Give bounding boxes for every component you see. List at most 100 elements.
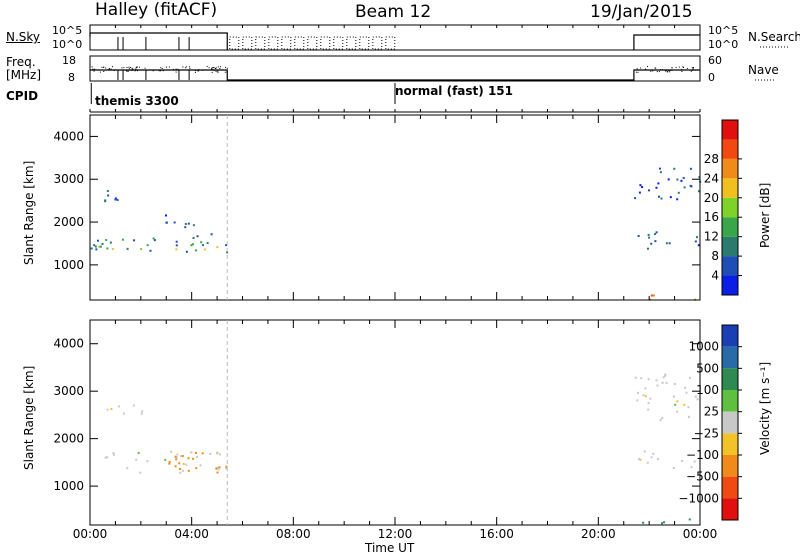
nave-dot — [136, 70, 138, 72]
echo-pixel — [117, 405, 120, 408]
echo-pixel — [634, 376, 637, 379]
nave-dot — [144, 67, 146, 69]
y-tick-label: 3000 — [53, 172, 84, 186]
nave-dot — [664, 70, 666, 72]
nave-dot — [211, 67, 213, 69]
echo-pixel — [216, 452, 219, 455]
echo-pixel — [190, 244, 193, 247]
echo-pixel — [94, 245, 97, 248]
echo-pixel — [658, 167, 661, 170]
echo-pixel — [683, 403, 686, 406]
echo-pixel — [696, 398, 699, 401]
echo-pixel — [655, 186, 658, 189]
nave-dot — [91, 66, 93, 68]
echo-pixel — [149, 249, 152, 252]
echo-pixel — [201, 244, 204, 247]
nave-dot — [189, 66, 191, 68]
echo-pixel — [682, 177, 685, 180]
echo-pixel — [179, 471, 182, 474]
nave-dot — [175, 71, 177, 73]
nsearch-marker — [229, 36, 240, 50]
echo-pixel — [225, 465, 228, 468]
nave-dot — [185, 69, 187, 71]
echo-pixel — [140, 412, 143, 415]
echo-pixel — [146, 460, 149, 463]
echo-pixel — [201, 452, 204, 455]
echo-pixel — [105, 239, 108, 242]
echo-pixel — [661, 417, 664, 420]
echo-pixel — [90, 247, 93, 250]
echo-pixel — [677, 191, 680, 194]
colorbar-swatch — [722, 275, 738, 295]
echo-pixel — [168, 460, 171, 463]
nave-dot — [681, 68, 683, 70]
y-tick-label: 1000 — [53, 258, 84, 272]
nave-dot — [659, 69, 661, 71]
nave-dot — [667, 71, 669, 73]
echo-pixel — [195, 455, 198, 458]
echo-pixel — [647, 378, 650, 381]
nave-dot — [691, 69, 693, 71]
nave-dot — [99, 71, 101, 73]
colorbar-swatch — [722, 236, 738, 257]
echo-pixel — [646, 461, 649, 464]
colorbar-tick-label: 4 — [711, 269, 719, 283]
colorbar-swatch — [722, 455, 738, 477]
echo-pixel — [656, 384, 659, 387]
colorbar-tick-label: 16 — [704, 210, 719, 224]
echo-pixel — [668, 242, 671, 245]
nave-dot — [123, 67, 125, 69]
colorbar-swatch — [722, 498, 738, 520]
echo-pixel — [664, 374, 667, 377]
echo-pixel — [192, 457, 195, 460]
nave-dot — [668, 70, 670, 72]
echo-pixel — [661, 381, 664, 384]
echo-pixel — [226, 251, 229, 254]
nave-dot — [635, 71, 637, 73]
echo-pixel — [141, 410, 144, 413]
nave-dot — [101, 66, 103, 68]
echo-pixel — [110, 407, 113, 410]
echo-pixel — [190, 451, 193, 454]
x-tick-label: 16:00 — [479, 527, 514, 541]
nave-dot — [202, 69, 204, 71]
echo-pixel — [106, 456, 109, 459]
nave-dot — [197, 70, 199, 72]
nave-dot — [132, 68, 134, 70]
nave-dot — [217, 71, 219, 73]
nsky-series — [89, 32, 228, 50]
colorbar-tick-label: 24 — [704, 171, 719, 185]
echo-pixel — [104, 200, 107, 203]
echo-pixel — [203, 248, 206, 251]
echo-pixel — [140, 248, 143, 251]
nave-dot — [94, 68, 96, 70]
echo-pixel — [654, 233, 657, 236]
freq-bottom-tick: 8 — [68, 71, 75, 84]
nave-dot — [166, 66, 168, 68]
cpid-mode-2: normal (fast) 151 — [395, 84, 513, 98]
nave-dot — [637, 71, 639, 73]
echo-pixel — [135, 458, 138, 461]
nave-dot — [111, 66, 113, 68]
nave-dot — [130, 66, 132, 68]
echo-pixel — [179, 467, 182, 470]
echo-pixel — [656, 457, 659, 460]
colorbar-swatch — [722, 476, 738, 499]
echo-pixel — [126, 247, 129, 250]
nave-dot — [168, 66, 170, 68]
colorbar-swatch — [722, 158, 738, 179]
freq-series — [90, 69, 700, 81]
echo-pixel — [644, 395, 647, 398]
echo-pixel — [112, 452, 115, 455]
echo-pixel — [175, 240, 178, 243]
echo-pixel — [126, 467, 129, 470]
nave-dot — [145, 69, 147, 71]
nave-dot — [190, 69, 192, 71]
echo-pixel — [655, 379, 658, 382]
echo-pixel — [684, 386, 687, 389]
echo-pixel — [219, 453, 222, 456]
nave-dot — [135, 67, 137, 69]
nave-dot — [655, 67, 657, 69]
nave-dot — [92, 68, 94, 70]
x-tick-label: 00:00 — [73, 527, 108, 541]
